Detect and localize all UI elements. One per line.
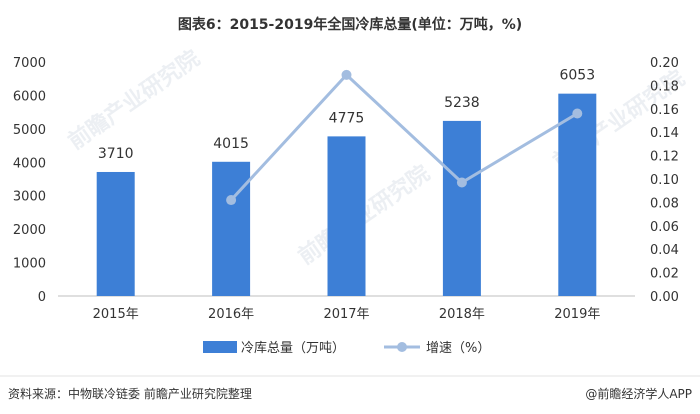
growth-line [229, 72, 579, 202]
right-axis-tick-label: 0.04 [650, 243, 679, 258]
bar [96, 171, 135, 296]
left-axis-tick-label: 5000 [13, 123, 46, 138]
bars-series: 3710 4015 4775 5238 6053 [96, 68, 597, 296]
left-axis-tick-label: 2000 [13, 223, 46, 238]
left-axis-tick-label: 1000 [13, 257, 46, 272]
bar-data-label: 3710 [98, 146, 134, 162]
left-axis-tick-label: 3000 [13, 190, 46, 205]
right-axis-tick-label: 0.08 [650, 196, 679, 211]
watermark-text: 前瞻产业研究院 [64, 45, 205, 155]
bar-data-label: 5238 [444, 95, 480, 111]
right-axis-tick-label: 0.16 [650, 103, 679, 118]
right-axis-tick-label: 0.02 [650, 267, 679, 282]
x-axis-tick-label: 2015年 [93, 307, 139, 322]
bar [442, 120, 481, 296]
right-axis-tick-label: 0.14 [650, 126, 679, 141]
growth-point [456, 177, 467, 188]
bar [212, 161, 251, 296]
bar-data-label: 6053 [559, 68, 595, 84]
growth-line-series [226, 69, 583, 206]
footer-source: 资料来源：中物联冷链委 前瞻产业研究院整理 [8, 386, 252, 401]
right-axis-tick-label: 0.00 [650, 290, 679, 305]
left-axis-tick-label: 7000 [13, 56, 46, 71]
legend-bar-swatch [203, 341, 237, 353]
right-axis-tick-label: 0.18 [650, 79, 679, 94]
left-axis-tick-label: 0 [38, 290, 46, 305]
left-axis-tick-label: 6000 [13, 89, 46, 104]
legend: 冷库总量（万吨） 增速（%） [203, 340, 490, 356]
chart-title: 图表6：2015-2019年全国冷库总量(单位：万吨，%) [178, 16, 522, 33]
x-axis-tick-label: 2018年 [439, 307, 485, 322]
right-axis: 0.00 0.02 0.04 0.06 0.08 0.10 0.12 0.14 0.16 0.18… [650, 56, 679, 305]
x-axis-tick-label: 2019年 [554, 307, 600, 322]
legend-line-marker [397, 342, 407, 352]
bar-data-label: 4015 [213, 136, 249, 152]
growth-point [572, 108, 583, 119]
bar [558, 93, 597, 296]
left-axis-tick-label: 4000 [13, 156, 46, 171]
growth-point [226, 195, 237, 206]
legend-bar-label: 冷库总量（万吨） [241, 340, 345, 356]
right-axis-tick-label: 0.20 [650, 56, 679, 71]
right-axis-tick-label: 0.06 [650, 220, 679, 235]
x-axis-tick-label: 2017年 [323, 307, 369, 322]
growth-point [341, 69, 352, 80]
x-axis-tick-label: 2016年 [208, 307, 254, 322]
bar [327, 136, 366, 296]
legend-line-label: 增速（%） [426, 341, 490, 356]
left-axis: 0 1000 2000 3000 4000 5000 6000 7000 [13, 56, 46, 305]
x-axis-ticks: 2015年 2016年 2017年 2018年 2019年 [93, 307, 601, 322]
right-axis-tick-label: 0.10 [650, 173, 679, 188]
right-axis-tick-label: 0.12 [650, 150, 679, 165]
bar-data-label: 4775 [329, 110, 365, 126]
footer-brand: @前瞻经济学人APP [585, 386, 692, 401]
